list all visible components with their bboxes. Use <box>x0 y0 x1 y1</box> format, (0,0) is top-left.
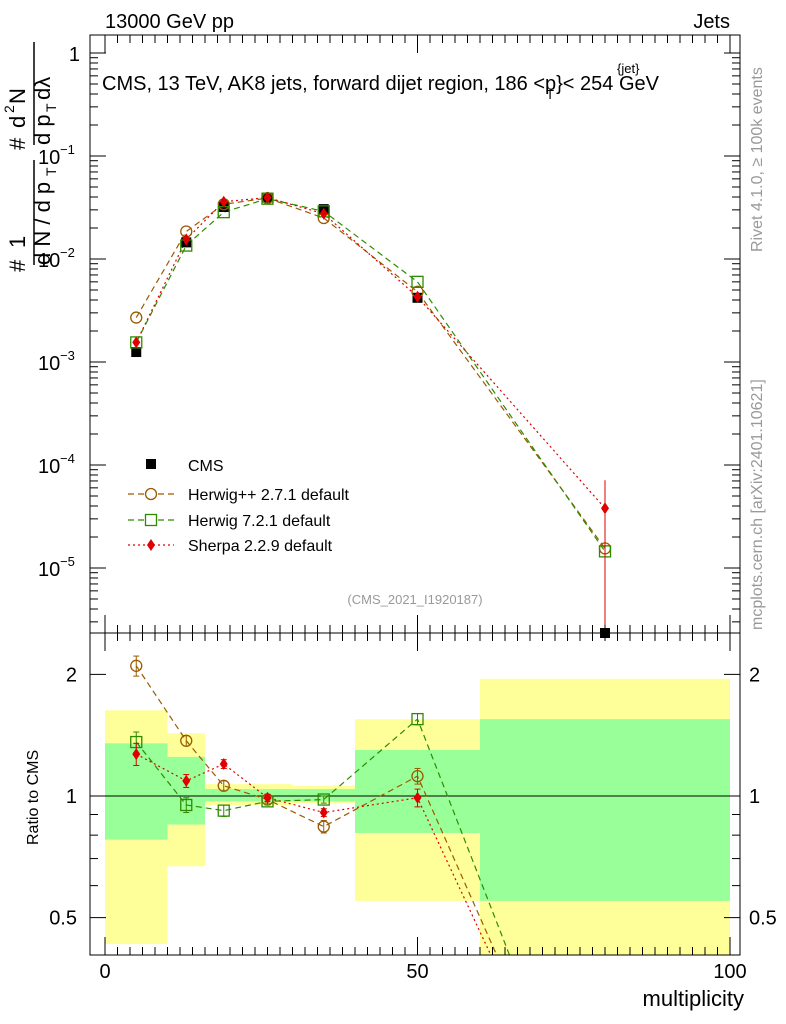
main-y-tick-exponent: −5 <box>60 554 75 569</box>
ratio-frame <box>89 632 741 956</box>
ratio-point-sherpa <box>263 791 272 804</box>
main-panel: 110−110−210−310−410−5 CMS, 13 TeV, AK8 j… <box>1 34 741 638</box>
main-x-ticks <box>104 35 731 633</box>
svg-text:2: 2 <box>1 105 17 113</box>
mcplots-label: mcplots.cern.ch [arXiv:2401.10621] <box>749 379 766 630</box>
uncertainty-band-inner <box>205 789 293 802</box>
ratio-y-tick-label: 0.5 <box>749 908 777 930</box>
main-y-label-drawing: # 1 d N / d p T # d 2 N d p T dλ <box>1 42 59 272</box>
svg-text:d: d <box>5 116 30 128</box>
ratio-point-herwig7 <box>411 712 424 726</box>
main-y-tick-exponent: −4 <box>60 451 75 466</box>
ratio-x-ticks: 0 50 100 <box>99 633 747 983</box>
data-point-sherpa <box>182 233 191 246</box>
data-point-herwig7 <box>411 275 424 289</box>
legend-label-sherpa: Sherpa 2.2.9 default <box>188 538 333 555</box>
ratio-y-tick-label: 2 <box>66 664 77 686</box>
svg-text:T: T <box>43 167 59 176</box>
legend-label-herwigpp: Herwig++ 2.7.1 default <box>188 487 350 504</box>
chart-title-sub: T <box>546 87 554 102</box>
main-y-tick-label: 10 <box>38 353 60 375</box>
x-tick-label: 0 <box>99 961 110 983</box>
ratio-point-herwigpp <box>217 779 230 792</box>
ratio-y-ticks: 0.5 0.5 1 1 2 2 <box>49 664 777 929</box>
svg-text:d N / d p: d N / d p <box>30 182 55 265</box>
rivet-version-label: Rivet 4.1.0, ≥ 100k events <box>749 67 766 252</box>
x-axis-label: multiplicity <box>643 986 744 1011</box>
ratio-point-sherpa <box>132 748 141 761</box>
chart-title-sup: {jet} <box>617 61 640 76</box>
svg-text:N: N <box>5 88 30 104</box>
svg-text:#: # <box>5 259 30 272</box>
ratio-point-herwig7 <box>180 798 193 812</box>
data-point-herwigpp <box>130 311 143 324</box>
main-y-tick-label: 10 <box>38 456 60 478</box>
uncertainty-band-inner <box>167 756 205 825</box>
svg-text:d p: d p <box>30 114 55 145</box>
legend-marker-herwig7 <box>144 513 158 527</box>
energy-label: 13000 GeV pp <box>105 11 234 33</box>
svg-text:#: # <box>5 137 30 150</box>
main-y-tick-exponent: −2 <box>60 245 75 260</box>
ratio-point-sherpa <box>413 791 422 804</box>
chart-title: CMS, 13 TeV, AK8 jets, forward dijet reg… <box>102 73 660 102</box>
main-y-tick-label: 1 <box>69 44 80 66</box>
legend: CMS Herwig++ 2.7.1 default Herwig 7.2.1 … <box>128 458 350 555</box>
svg-text:T: T <box>43 103 59 112</box>
ratio-point-herwigpp <box>411 769 424 783</box>
legend-marker-herwigpp <box>144 487 158 501</box>
x-tick-label: 50 <box>406 961 428 983</box>
data-point-sherpa <box>132 336 141 349</box>
ratio-points <box>130 655 424 834</box>
analysis-watermark: (CMS_2021_I1920187) <box>347 592 482 607</box>
main-y-tick-label: 10 <box>38 147 60 169</box>
ratio-y-tick-label: 0.5 <box>49 908 77 930</box>
ratio-point-herwigpp <box>180 734 193 747</box>
ratio-panel: 0.5 0.5 1 1 2 2 0 50 100 Ratio to CMS multiplic… <box>25 632 777 1011</box>
ratio-y-tick-label: 2 <box>749 664 760 686</box>
chart-title-end: }< 254 GeV <box>556 73 660 95</box>
ratio-point-herwig7 <box>217 804 230 817</box>
svg-text:dλ: dλ <box>30 77 55 100</box>
ratio-y-label: Ratio to CMS <box>25 750 42 845</box>
data-point-sherpa <box>319 207 328 220</box>
legend-label-herwig7: Herwig 7.2.1 default <box>188 513 331 530</box>
data-point-sherpa <box>219 195 228 208</box>
main-y-tick-label: 10 <box>38 250 60 272</box>
main-y-tick-label: 10 <box>38 559 60 581</box>
data-point-cms <box>131 347 142 358</box>
ratio-point-herwig7 <box>317 793 330 806</box>
category-label: Jets <box>693 11 730 33</box>
legend-marker-cms <box>146 459 156 469</box>
chart-title-main: CMS, 13 TeV, AK8 jets, forward dijet reg… <box>102 73 556 95</box>
ratio-bands <box>105 678 730 955</box>
ratio-point-sherpa <box>219 758 228 771</box>
legend-marker-sherpa <box>147 539 155 551</box>
ratio-point-herwigpp <box>317 820 330 833</box>
ratio-y-tick-label: 1 <box>66 786 77 808</box>
uncertainty-band-inner <box>292 789 355 802</box>
uncertainty-band-inner <box>480 719 730 901</box>
ratio-point-sherpa <box>319 806 328 819</box>
legend-label-cms: CMS <box>188 458 224 475</box>
main-y-tick-exponent: −3 <box>60 348 75 363</box>
x-tick-label: 100 <box>713 961 746 983</box>
main-points <box>130 191 612 638</box>
main-y-tick-exponent: −1 <box>60 142 75 157</box>
svg-text:1: 1 <box>5 236 30 248</box>
ratio-y-tick-label: 1 <box>749 786 760 808</box>
ratio-point-herwigpp <box>130 659 143 672</box>
data-point-sherpa <box>601 502 609 515</box>
ratio-point-sherpa <box>182 774 191 787</box>
data-point-sherpa <box>413 290 422 303</box>
main-y-ticks: 110−110−210−310−410−5 <box>38 44 740 623</box>
data-point-sherpa <box>263 191 272 204</box>
